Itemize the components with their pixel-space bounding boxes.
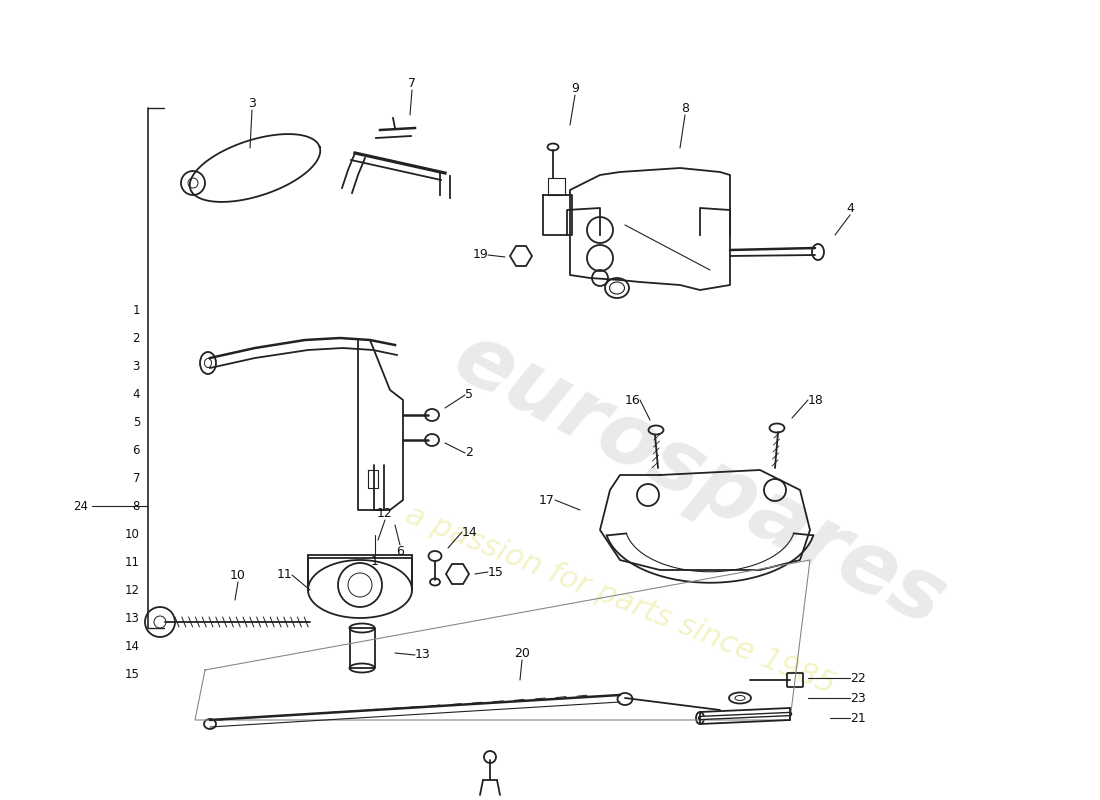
Text: 9: 9 <box>571 82 579 95</box>
Text: 20: 20 <box>514 647 530 660</box>
Text: 10: 10 <box>230 569 246 582</box>
Text: 14: 14 <box>462 526 477 538</box>
Text: eurospares: eurospares <box>440 315 960 645</box>
Text: 8: 8 <box>133 499 140 513</box>
Text: 11: 11 <box>125 555 140 569</box>
Text: 2: 2 <box>465 446 473 459</box>
Text: 22: 22 <box>850 671 866 685</box>
Text: 13: 13 <box>415 649 431 662</box>
Text: 1: 1 <box>132 303 140 317</box>
Text: 21: 21 <box>850 711 866 725</box>
Text: 8: 8 <box>681 102 689 115</box>
Text: 10: 10 <box>125 527 140 541</box>
Text: 13: 13 <box>125 611 140 625</box>
Text: 15: 15 <box>125 667 140 681</box>
Text: 5: 5 <box>465 389 473 402</box>
Text: 7: 7 <box>132 471 140 485</box>
Text: 16: 16 <box>625 394 640 406</box>
Text: 6: 6 <box>132 443 140 457</box>
Text: 18: 18 <box>808 394 824 406</box>
Text: 12: 12 <box>377 507 393 520</box>
Text: 14: 14 <box>125 639 140 653</box>
Text: 15: 15 <box>488 566 504 578</box>
Text: 23: 23 <box>850 691 866 705</box>
Text: 12: 12 <box>125 583 140 597</box>
Text: 3: 3 <box>133 359 140 373</box>
Text: 6: 6 <box>396 545 404 558</box>
Text: 3: 3 <box>249 97 256 110</box>
Text: 24: 24 <box>73 499 88 513</box>
Text: a passion for parts since 1985: a passion for parts since 1985 <box>400 500 839 700</box>
Text: 11: 11 <box>276 569 292 582</box>
Text: 5: 5 <box>133 415 140 429</box>
Text: 1: 1 <box>371 555 378 568</box>
Text: 2: 2 <box>132 331 140 345</box>
Text: 4: 4 <box>846 202 854 215</box>
Text: 4: 4 <box>132 387 140 401</box>
Text: 17: 17 <box>539 494 556 506</box>
Text: 7: 7 <box>408 77 416 90</box>
Text: 19: 19 <box>472 249 488 262</box>
